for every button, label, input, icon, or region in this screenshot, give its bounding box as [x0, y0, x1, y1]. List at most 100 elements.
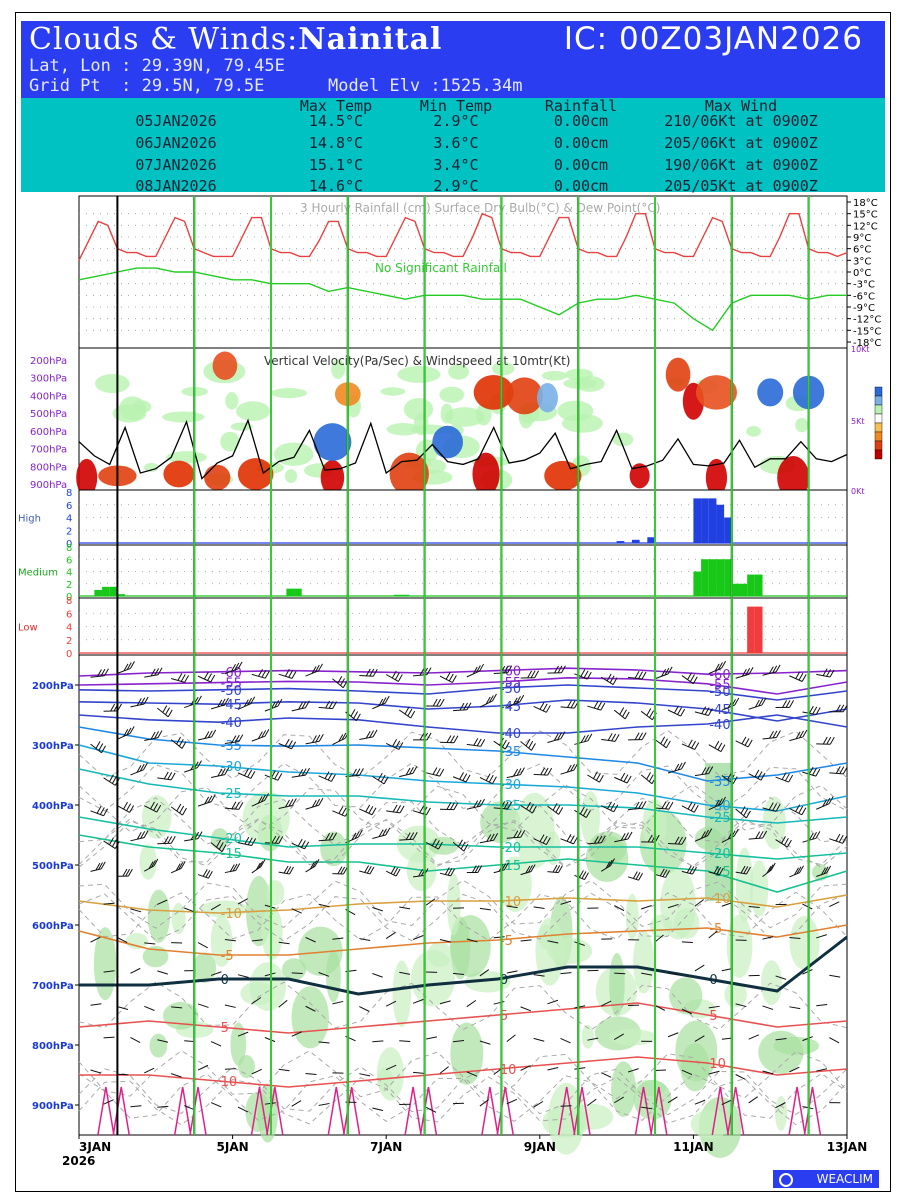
- vv-blob: [432, 425, 463, 459]
- humidity-shade: [249, 962, 286, 1011]
- isotherm-label: -30: [709, 799, 730, 814]
- wind-barb-flag: [838, 834, 844, 843]
- vv-blob: [212, 351, 238, 380]
- wind-barb-flag: [785, 700, 791, 708]
- medium-cloud-bar: [739, 583, 748, 596]
- wind-barb: [291, 972, 303, 974]
- wind-barb: [547, 738, 562, 743]
- wind-barb-flag: [678, 836, 683, 845]
- vv-green-blob: [541, 370, 567, 381]
- wind-barb-flag: [136, 765, 142, 773]
- wind-barb-flag: [620, 833, 626, 841]
- wind-barb-flag: [598, 774, 604, 783]
- wind-barb-flag: [808, 766, 814, 775]
- wind-barb-flag: [231, 735, 237, 743]
- wind-barb: [210, 774, 225, 778]
- wind-barb: [667, 709, 681, 717]
- temp-panel-title: 3 Hourly Rainfall (cm) Surface Dry Bulb(…: [300, 201, 660, 215]
- wind-barb-flag: [539, 702, 545, 710]
- wind-barb: [117, 805, 130, 813]
- wind-barb-flag: [175, 863, 181, 871]
- vv-green-blob: [386, 422, 421, 436]
- wind-barb: [533, 974, 545, 977]
- wind-barb: [117, 1073, 129, 1076]
- wind-barb: [574, 874, 585, 881]
- wind-barb: [90, 1003, 102, 1006]
- high-cloud-bar: [647, 537, 655, 543]
- wind-barb-flag: [822, 668, 828, 676]
- wind-barb-flag: [207, 730, 213, 738]
- isotherm-label: -60: [709, 668, 730, 683]
- rh-dashed-contour: [78, 818, 848, 869]
- wind-barb-flag: [409, 766, 414, 775]
- isotherm-spike: [634, 1086, 653, 1136]
- wind-barb-flag: [674, 763, 680, 772]
- wind-barb-flag: [694, 742, 700, 750]
- wind-barb-flag: [274, 700, 280, 708]
- wind-barb-flag: [681, 836, 687, 845]
- wind-barb: [601, 1000, 612, 1007]
- wind-barb-flag: [312, 860, 318, 868]
- row-max: 15.1°C: [308, 156, 364, 174]
- wind-barb-flag: [151, 859, 156, 868]
- vv-green-blob: [230, 422, 253, 431]
- wind-barb-flag: [815, 707, 821, 715]
- isotherm-label: -40: [221, 716, 242, 731]
- high-cloud-label: High: [18, 514, 41, 525]
- wind-barb-flag: [839, 766, 845, 774]
- wind-barb: [399, 1040, 411, 1042]
- wind-barb-flag: [772, 730, 778, 739]
- wind-barb-flag: [714, 740, 720, 749]
- wind-barb-flag: [825, 797, 831, 806]
- wind-barb-flag: [584, 872, 589, 880]
- wind-barb-flag: [224, 767, 230, 775]
- wind-barb-flag: [390, 866, 396, 874]
- vv-colorbar-cell: [874, 404, 883, 415]
- medium-cloud-bar: [747, 574, 755, 596]
- wind-barb: [520, 1006, 532, 1012]
- wind-barb-flag: [277, 698, 283, 707]
- wind-barb: [170, 739, 183, 749]
- title-prefix: Clouds & Winds:: [29, 22, 299, 57]
- wind-barb-flag: [205, 870, 211, 878]
- wind-barb-flag: [815, 768, 821, 777]
- isotherm-label: -25: [709, 811, 730, 826]
- isotherm-label: -20: [500, 841, 521, 856]
- wind-barb-flag: [170, 835, 176, 844]
- isotherm-label: 10: [221, 1075, 238, 1090]
- wind-barb-flag: [365, 668, 371, 677]
- vv-panel-title: Vertical Velocity(Pa/Sec) & Windspeed at…: [264, 354, 570, 368]
- wind-barb-flag: [801, 674, 807, 682]
- wind-barb-flag: [493, 832, 499, 841]
- vv-green-blob: [397, 366, 441, 383]
- wind-barb: [520, 939, 532, 942]
- wind-barb: [735, 1003, 747, 1008]
- wind-barb-flag: [835, 704, 841, 712]
- wind-barb: [197, 942, 208, 949]
- wind-barb-flag: [687, 739, 693, 747]
- wind-barb-flag: [768, 666, 774, 674]
- wind-barb: [466, 805, 481, 810]
- humidity-shade: [669, 977, 703, 1015]
- wind-barb: [291, 908, 302, 914]
- wind-barb-flag: [328, 832, 334, 841]
- medium-cloud-bar: [286, 588, 295, 596]
- wind-barb-flag: [184, 675, 190, 683]
- wind-barb-flag: [453, 802, 459, 810]
- wind-barb-flag: [721, 660, 727, 669]
- wind-barb-flag: [612, 677, 618, 685]
- wind-barb-flag: [126, 727, 132, 736]
- wind-barb-flag: [332, 832, 338, 841]
- wind-barb-flag: [611, 733, 617, 742]
- low-cloud-bar: [754, 606, 763, 653]
- wind-barb: [627, 1068, 639, 1073]
- wind-barb-flag: [150, 668, 156, 677]
- vv-blob: [472, 452, 500, 496]
- wind-barb-flag: [619, 707, 625, 715]
- wind-barb-flag: [163, 771, 169, 780]
- wind-barb-flag: [298, 768, 304, 777]
- wind-barb: [184, 907, 195, 913]
- wind-barb-flag: [231, 801, 237, 809]
- wind-barb: [694, 1099, 706, 1105]
- wind-barb-flag: [720, 744, 726, 752]
